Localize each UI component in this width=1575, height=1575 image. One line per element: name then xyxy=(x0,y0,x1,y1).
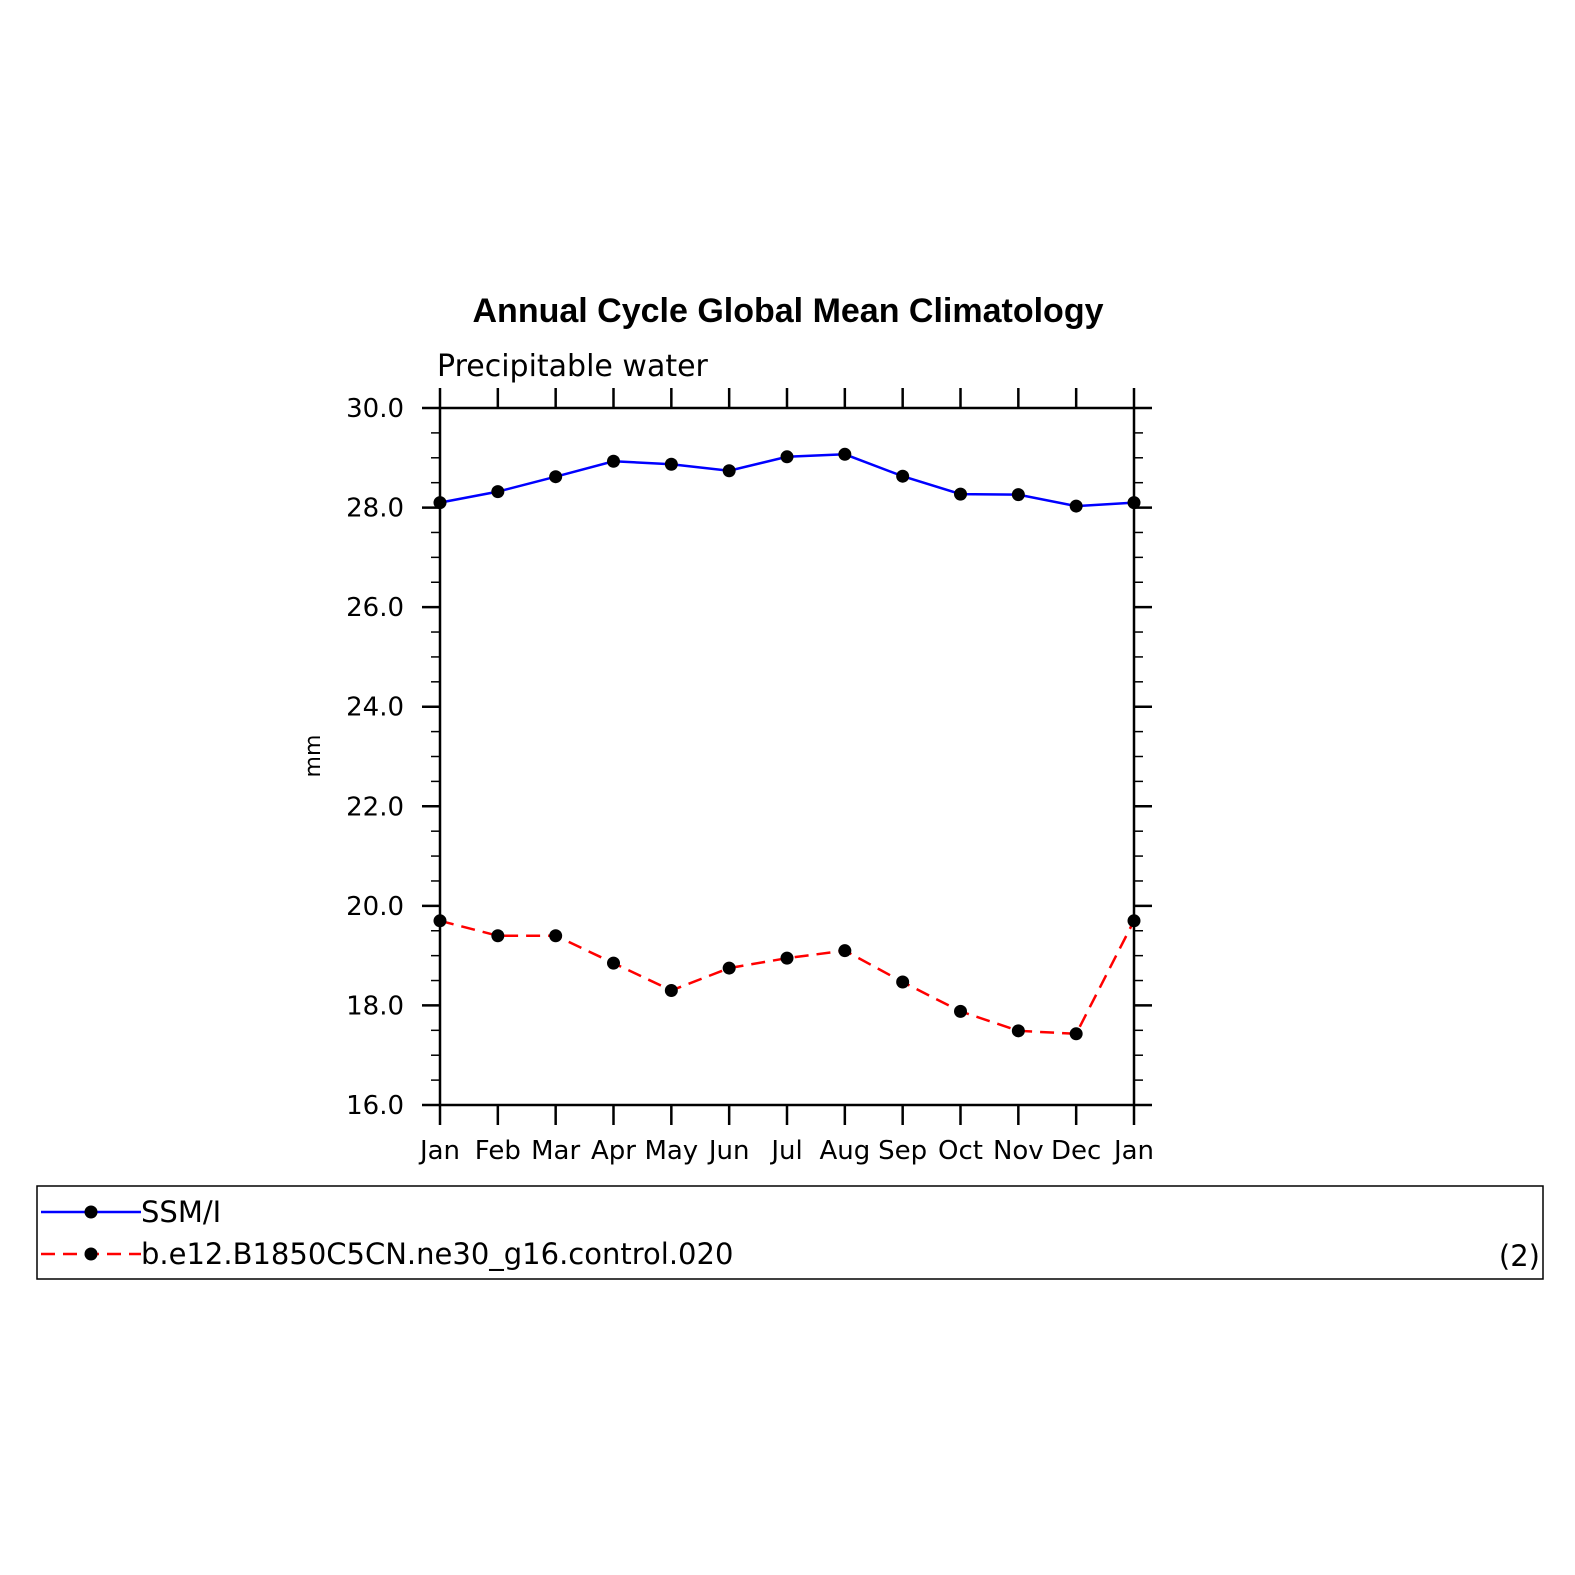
x-tick-label: Mar xyxy=(531,1136,580,1166)
data-point xyxy=(1069,1027,1083,1041)
data-point xyxy=(1127,914,1141,928)
y-tick-label: 30.0 xyxy=(346,394,404,424)
data-point xyxy=(607,454,620,468)
data-point xyxy=(1011,1024,1025,1038)
data-point xyxy=(722,464,736,478)
plot-frame xyxy=(438,406,1136,1107)
y-tick-label: 26.0 xyxy=(346,593,404,623)
data-point xyxy=(433,914,447,928)
y-tick-label: 20.0 xyxy=(346,892,404,922)
data-point xyxy=(433,496,447,510)
y-tick-label: 16.0 xyxy=(346,1091,404,1121)
x-tick-label: Jan xyxy=(1112,1136,1154,1166)
y-tick-label: 28.0 xyxy=(346,494,404,524)
data-point xyxy=(838,944,852,958)
data-point xyxy=(1127,496,1141,510)
series-lines xyxy=(439,453,1136,1036)
data-point xyxy=(549,470,563,484)
data-point xyxy=(838,447,852,461)
x-tick-label: Jan xyxy=(418,1136,460,1166)
x-tick-label: Feb xyxy=(475,1136,521,1166)
data-point xyxy=(607,956,620,970)
data-point xyxy=(664,457,678,471)
data-point xyxy=(1011,488,1025,502)
x-tick-label: Apr xyxy=(591,1136,636,1166)
data-point xyxy=(549,929,563,943)
legend-note: (2) xyxy=(1499,1239,1540,1273)
legend-swatch-marker xyxy=(84,1205,98,1219)
data-point xyxy=(896,469,910,483)
data-point xyxy=(780,951,794,965)
data-point xyxy=(954,1004,967,1018)
x-tick-label: Oct xyxy=(938,1136,983,1166)
axis-ticks xyxy=(422,388,1152,1125)
series-line-1 xyxy=(439,919,1136,1036)
chart-title: Annual Cycle Global Mean Climatology xyxy=(473,292,1104,330)
data-point xyxy=(780,450,794,464)
data-point xyxy=(896,975,910,989)
data-point xyxy=(954,487,967,501)
data-point xyxy=(491,929,505,943)
series-points xyxy=(433,447,1141,1041)
legend-label: SSM/I xyxy=(141,1195,221,1229)
legend-swatch-marker xyxy=(84,1247,98,1261)
legend-box xyxy=(36,1185,1544,1280)
y-tick-label: 24.0 xyxy=(346,693,404,723)
x-tick-label: May xyxy=(644,1136,698,1166)
y-tick-label: 22.0 xyxy=(346,792,404,822)
data-point xyxy=(664,983,678,997)
x-tick-label: Jul xyxy=(769,1136,802,1166)
data-point xyxy=(1069,499,1083,513)
x-tick-label: Aug xyxy=(819,1136,870,1166)
data-point xyxy=(722,961,736,975)
y-tick-label: 18.0 xyxy=(346,991,404,1021)
x-tick-label: Sep xyxy=(878,1136,927,1166)
y-axis-label: mm xyxy=(301,735,326,778)
tick-labels: Jan Feb Mar Apr May Jun Jul Aug Sep Oct Nov Dec Jan 1… xyxy=(346,394,1154,1166)
x-tick-label: Nov xyxy=(993,1136,1044,1166)
chart-subtitle: Precipitable water xyxy=(437,349,709,384)
data-point xyxy=(491,485,505,499)
legend-label: b.e12.B1850C5CN.ne30_g16.control.020 xyxy=(141,1237,733,1271)
x-tick-label: Jun xyxy=(707,1136,750,1166)
legend: SSM/I b.e12.B1850C5CN.ne30_g16.control.02… xyxy=(41,1195,733,1271)
x-tick-label: Dec xyxy=(1051,1136,1101,1166)
